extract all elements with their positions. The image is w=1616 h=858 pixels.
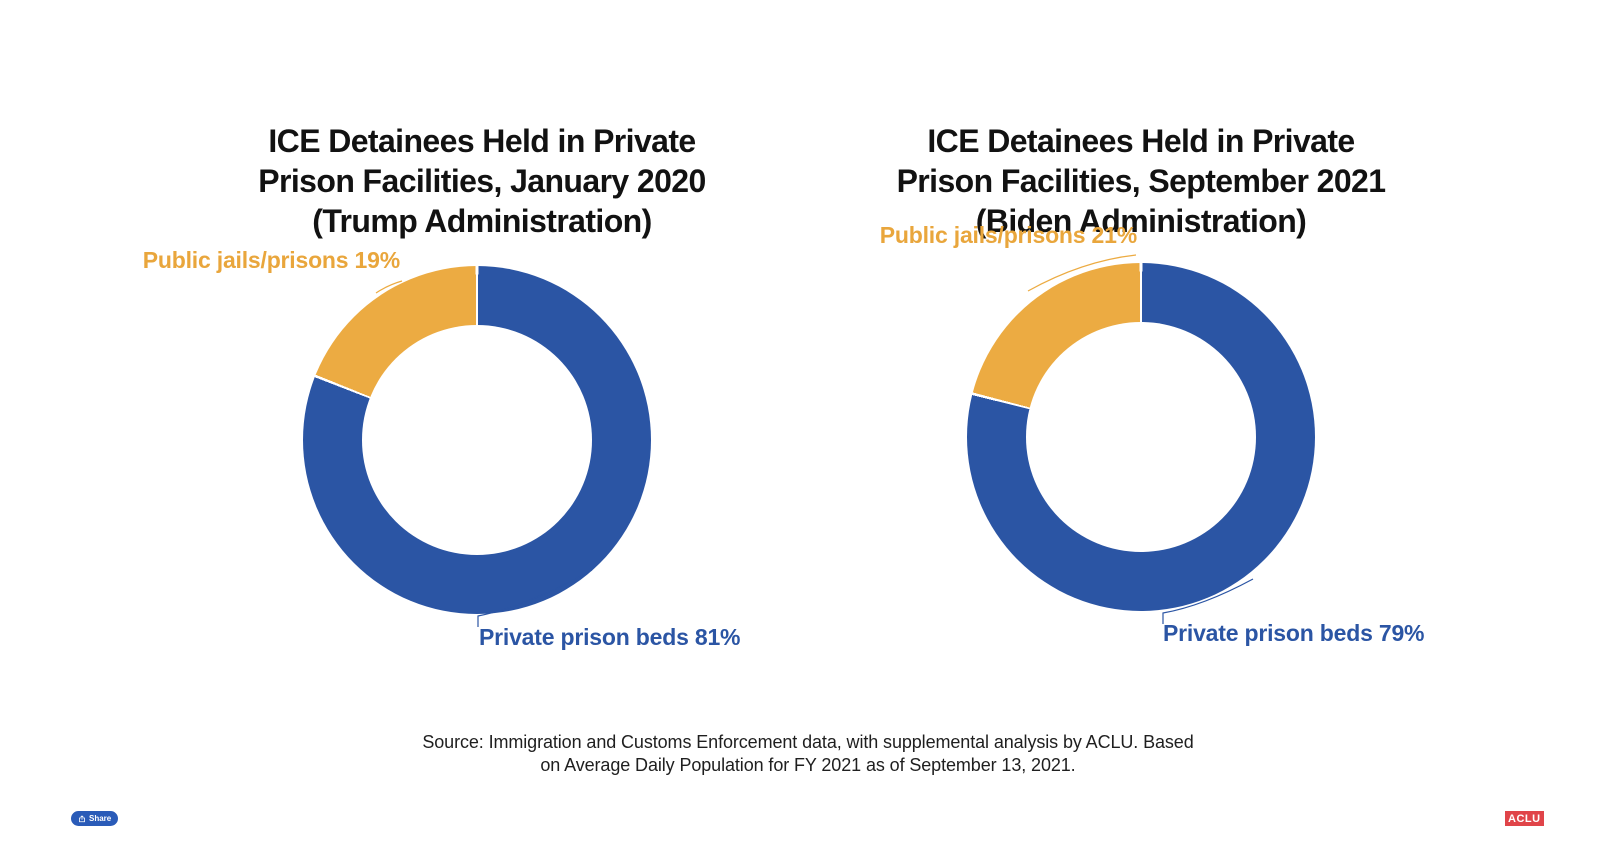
aclu-logo[interactable]: ACLU <box>1505 811 1544 826</box>
donut-hole <box>362 325 592 555</box>
share-button-label: Share <box>89 814 112 823</box>
label-private-beds-biden: Private prison beds 79% <box>1163 620 1425 646</box>
share-button[interactable]: Share <box>71 811 119 826</box>
chart-title-trump: ICE Detainees Held in Private Prison Fac… <box>258 122 706 239</box>
donut-hole <box>1026 322 1256 552</box>
label-public-jails-trump: Public jails/prisons 19% <box>142 247 400 273</box>
chart-title-biden: ICE Detainees Held in Private Prison Fac… <box>896 122 1386 239</box>
source-note: Source: Immigration and Customs Enforcem… <box>422 732 1194 775</box>
donut-chart-biden[interactable] <box>967 263 1315 611</box>
donut-chart-trump[interactable] <box>303 266 651 614</box>
share-icon <box>79 814 85 822</box>
label-private-beds-trump: Private prison beds 81% <box>479 624 741 650</box>
label-public-jails-biden: Public jails/prisons 21% <box>879 222 1137 248</box>
